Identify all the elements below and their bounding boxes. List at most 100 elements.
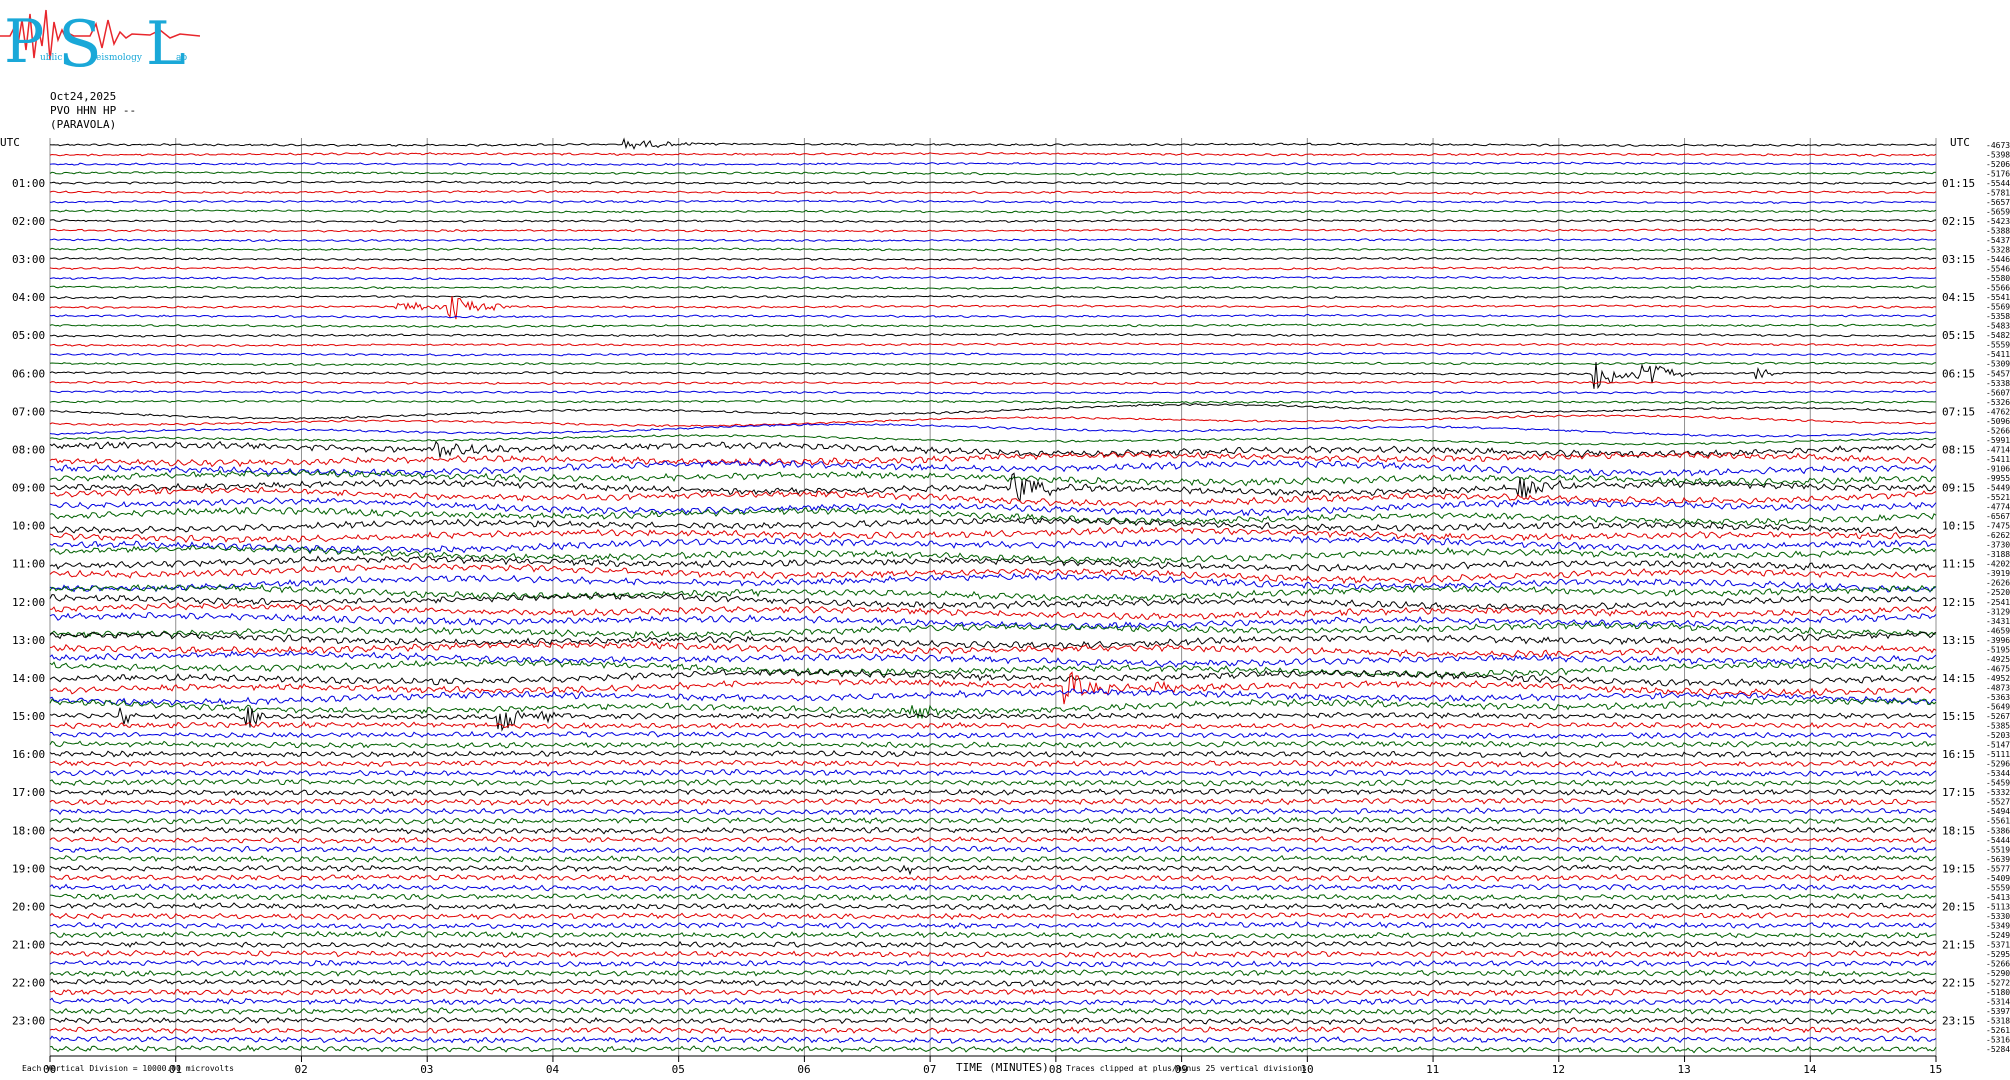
trace-line-47 (49, 583, 1937, 602)
trace-offset-label: -5385 (1986, 722, 2010, 731)
trace-offset-label: -4952 (1986, 674, 2010, 683)
trace-offset-label: -5411 (1986, 350, 2010, 359)
right-hour-label: 20:15 (1942, 900, 1975, 913)
trace-offset-label: -4774 (1986, 503, 2010, 512)
trace-offset-label: -4762 (1986, 407, 2010, 416)
trace-offset-label: -9106 (1986, 464, 2010, 473)
trace-line-24 (49, 362, 1937, 390)
trace-offset-label: -3129 (1986, 607, 2010, 616)
trace-line-5 (49, 190, 1937, 195)
left-hour-label: 05:00 (12, 329, 45, 342)
left-hour-label: 07:00 (12, 405, 45, 418)
x-tick-label: 00 (43, 1063, 56, 1076)
trace-offset-label: -5096 (1986, 417, 2010, 426)
trace-line-12 (49, 256, 1937, 262)
x-axis-label: TIME (MINUTES) (956, 1061, 1049, 1074)
trace-offset-label: -5527 (1986, 798, 2010, 807)
trace-line-2 (49, 161, 1937, 166)
trace-offset-label: -3730 (1986, 541, 2010, 550)
trace-offset-label: -5332 (1986, 788, 2010, 797)
trace-offset-label: -5290 (1986, 969, 2010, 978)
trace-offset-label: -5561 (1986, 817, 2010, 826)
header-date: Oct24,2025 (50, 90, 117, 103)
trace-line-13 (49, 266, 1937, 271)
trace-line-57 (49, 671, 1937, 705)
right-hour-label: 14:15 (1942, 672, 1975, 685)
trace-line-74 (49, 845, 1937, 854)
trace-line-83 (49, 930, 1937, 940)
right-axis-title: UTC (1950, 136, 1970, 149)
trace-offset-label: -5296 (1986, 760, 2010, 769)
trace-line-58 (49, 688, 1937, 706)
trace-line-42 (49, 535, 1936, 554)
trace-line-45 (49, 563, 1937, 585)
trace-offset-label: -5569 (1986, 303, 2010, 312)
trace-offset-label: -5314 (1986, 998, 2010, 1007)
trace-line-6 (49, 199, 1937, 205)
trace-line-70 (49, 807, 1937, 816)
trace-line-62 (49, 730, 1937, 740)
footer-right-note: Traces clipped at plus/minus 25 vertical… (1066, 1064, 1307, 1073)
trace-line-79 (49, 893, 1937, 902)
x-tick-label: 11 (1426, 1063, 1439, 1076)
trace-offset-label: -7475 (1986, 522, 2010, 531)
trace-offset-label: -5566 (1986, 284, 2010, 293)
left-hour-label: 22:00 (12, 977, 45, 990)
trace-line-91 (49, 1006, 1937, 1016)
trace-offset-label: -5113 (1986, 902, 2010, 911)
trace-line-21 (49, 342, 1937, 347)
left-hour-label: 13:00 (12, 634, 45, 647)
trace-offset-label: -3996 (1986, 636, 2010, 645)
trace-line-93 (49, 1026, 1937, 1035)
left-hour-label: 23:00 (12, 1015, 45, 1028)
trace-offset-label: -5659 (1986, 207, 2010, 216)
trace-line-32 (49, 440, 1937, 459)
trace-line-44 (49, 555, 1937, 572)
trace-offset-label: -5397 (1986, 1007, 2010, 1016)
trace-offset-label: -5349 (1986, 921, 2010, 930)
trace-offset-label: -5559 (1986, 341, 2010, 350)
trace-offset-label: -5409 (1986, 874, 2010, 883)
trace-offset-label: -5388 (1986, 226, 2010, 235)
trace-line-29 (49, 414, 1937, 428)
trace-offset-label: -2520 (1986, 588, 2010, 597)
left-hour-label: 19:00 (12, 862, 45, 875)
trace-offset-label: -5267 (1986, 712, 2010, 721)
logo-letter-p: P (4, 7, 44, 77)
logo-letter-l: L (146, 9, 186, 79)
trace-offset-label: -5266 (1986, 960, 2010, 969)
trace-line-63 (49, 740, 1936, 749)
trace-line-85 (49, 949, 1937, 959)
trace-offset-label: -3431 (1986, 617, 2010, 626)
trace-offset-label: -5449 (1986, 484, 2010, 493)
trace-line-48 (49, 592, 1937, 611)
trace-line-54 (49, 650, 1937, 668)
trace-offset-label: -5413 (1986, 893, 2010, 902)
trace-offset-label: -4675 (1986, 664, 2010, 673)
trace-line-34 (49, 459, 1937, 477)
trace-line-36 (49, 472, 1937, 503)
trace-line-4 (49, 180, 1937, 186)
trace-line-89 (49, 988, 1937, 997)
x-tick-label: 08 (1049, 1063, 1062, 1076)
trace-line-3 (49, 170, 1937, 176)
trace-offset-label: -2541 (1986, 598, 2010, 607)
trace-line-8 (49, 218, 1937, 224)
trace-line-31 (49, 434, 1937, 446)
trace-offset-label: -4714 (1986, 445, 2010, 454)
psl-logo: P S L ublic eismology ab (0, 7, 200, 80)
time-grid (49, 138, 1937, 1057)
trace-line-73 (49, 835, 1937, 844)
right-hour-label: 22:15 (1942, 977, 1975, 990)
right-hour-labels: 01:15 02:15 03:15 04:15 05:15 06:15 07:15 08:15… (1942, 177, 1975, 1028)
trace-offset-label: -5344 (1986, 769, 2010, 778)
trace-offset-label: -5318 (1986, 1017, 2010, 1026)
trace-line-43 (49, 544, 1937, 564)
trace-line-65 (49, 759, 1937, 768)
trace-offset-label: -5437 (1986, 236, 2010, 245)
left-hour-label: 20:00 (12, 900, 45, 913)
left-hour-label: 17:00 (12, 786, 45, 799)
trace-line-92 (49, 1016, 1937, 1026)
left-hour-label: 15:00 (12, 710, 45, 723)
trace-offset-label: -5338 (1986, 379, 2010, 388)
